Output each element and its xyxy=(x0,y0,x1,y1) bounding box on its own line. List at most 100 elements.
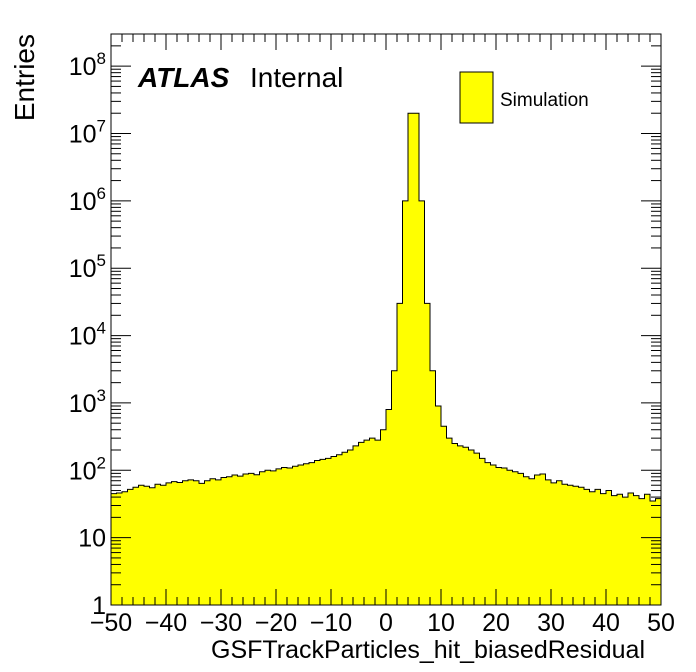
histogram-bar xyxy=(633,495,640,605)
histogram-bar xyxy=(584,489,590,605)
histogram-bar xyxy=(155,484,161,605)
y-tick-label: 108 xyxy=(69,49,106,81)
histogram-bar xyxy=(303,463,310,605)
histogram-bar xyxy=(556,480,563,605)
legend-swatch xyxy=(459,71,494,124)
y-tick-label: 103 xyxy=(69,386,106,418)
histogram-bar xyxy=(281,467,288,605)
histogram-bar xyxy=(270,470,277,605)
histogram-bar xyxy=(551,482,557,605)
histogram-bar xyxy=(573,486,579,605)
histogram-bar xyxy=(116,493,123,605)
y-tick-label: 1 xyxy=(92,592,106,620)
histogram-bar xyxy=(160,485,167,605)
histogram-bar xyxy=(595,489,601,605)
histogram-bar xyxy=(617,494,623,605)
histogram-bar xyxy=(309,462,315,605)
y-tick-label: 104 xyxy=(69,319,106,351)
histogram-bar xyxy=(529,478,535,605)
histogram-bar xyxy=(507,470,513,605)
histogram-bar xyxy=(182,480,189,605)
histogram-bar xyxy=(452,443,458,605)
histogram-bar xyxy=(413,113,420,606)
histogram-bar xyxy=(138,485,145,605)
x-axis-label: GSFTrackParticles_hit_biasedResidual xyxy=(211,636,645,664)
legend-entry: Simulation xyxy=(500,90,589,111)
x-tick-label: −20 xyxy=(255,609,297,637)
histogram-bar xyxy=(188,479,194,605)
histogram-bar xyxy=(518,473,524,605)
histogram-bar xyxy=(177,482,183,605)
histogram-bars xyxy=(111,113,662,606)
histogram-bar xyxy=(248,473,255,605)
histogram-bar xyxy=(562,484,568,605)
histogram-bar xyxy=(369,438,376,605)
histogram-bar xyxy=(254,474,260,605)
x-tick-label: 50 xyxy=(647,609,675,637)
histogram-bar xyxy=(501,468,508,605)
histogram-bar xyxy=(479,458,486,605)
histogram-bar xyxy=(540,474,546,605)
histogram-bar xyxy=(331,456,337,605)
histogram-bar xyxy=(523,476,530,605)
histogram-bar xyxy=(314,460,321,605)
histogram-bar xyxy=(391,370,398,605)
histogram-bar xyxy=(166,482,172,605)
histogram-bar xyxy=(463,447,469,605)
histogram-bar xyxy=(408,113,414,606)
y-tick-label: 106 xyxy=(69,184,106,216)
histogram-bar xyxy=(265,470,271,605)
histogram-bar xyxy=(567,485,574,605)
histogram-bar xyxy=(490,464,497,605)
histogram-bar xyxy=(655,498,662,605)
histogram-bar xyxy=(325,458,332,605)
histogram-bar xyxy=(430,370,436,605)
y-axis-ticks: 1 10 102 103 104 105 106 107 108 xyxy=(69,33,661,620)
histogram-bar xyxy=(457,445,464,605)
histogram-bar xyxy=(402,200,409,605)
histogram-bar xyxy=(193,480,200,605)
x-axis-ticks: −50 −40 −30 −20 −10 0 10 20 30 40 50 xyxy=(90,34,675,637)
x-tick-label: 20 xyxy=(482,609,510,637)
x-tick-label: −50 xyxy=(90,609,132,637)
histogram-bar xyxy=(298,464,304,605)
histogram-bar xyxy=(199,483,205,605)
histogram-bar xyxy=(342,452,348,605)
histogram-bar xyxy=(419,200,425,605)
histogram-bar xyxy=(534,475,541,605)
histogram-bar xyxy=(204,480,211,605)
histogram-bar xyxy=(133,487,139,605)
x-tick-label: 40 xyxy=(592,609,620,637)
histogram-bar xyxy=(215,479,222,605)
histogram-bar xyxy=(496,467,502,605)
histogram-bar xyxy=(144,486,150,605)
histogram-bar xyxy=(122,491,128,605)
y-tick-label: 107 xyxy=(69,116,106,148)
histogram-bar xyxy=(276,468,282,605)
histogram-bar xyxy=(358,442,365,605)
histogram-bar xyxy=(578,487,585,605)
histogram-bar xyxy=(243,474,249,605)
histogram-bar xyxy=(611,495,618,605)
histogram-bar xyxy=(259,471,266,605)
x-tick-label: 0 xyxy=(379,609,393,637)
histogram-bar xyxy=(424,303,431,605)
histogram-bar xyxy=(237,476,244,605)
histogram-bar xyxy=(435,406,442,605)
histogram-outline xyxy=(111,112,661,502)
x-tick-label: −10 xyxy=(310,609,352,637)
atlas-sublabel: Internal xyxy=(250,62,343,93)
histogram-bar xyxy=(628,493,634,605)
histogram-bar xyxy=(644,494,651,605)
histogram-bar xyxy=(171,481,178,605)
histogram-bar xyxy=(380,429,387,605)
histogram-bar xyxy=(397,303,403,605)
histogram-bar xyxy=(386,409,392,605)
histogram-bar xyxy=(292,466,299,605)
histogram-bar xyxy=(364,440,370,605)
histogram-bar xyxy=(210,478,216,605)
y-tick-label: 10 xyxy=(78,525,106,553)
y-tick-label: 105 xyxy=(69,251,106,283)
histogram-bar xyxy=(127,489,134,605)
x-tick-label: 30 xyxy=(537,609,565,637)
